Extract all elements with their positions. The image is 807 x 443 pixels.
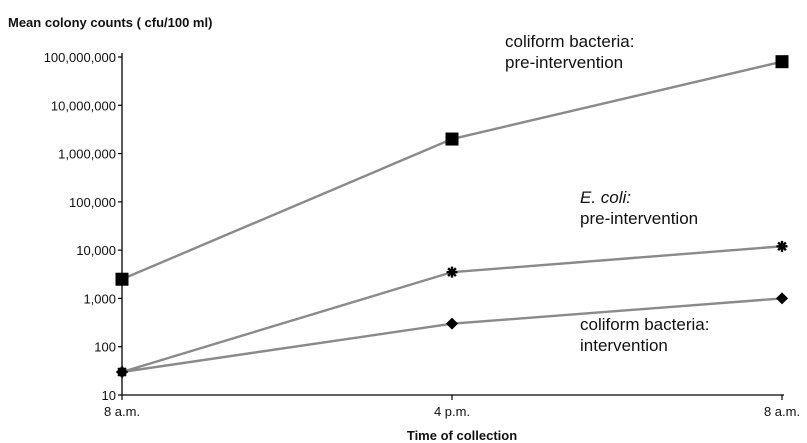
x-tick-label: 8 a.m. (764, 404, 800, 419)
y-axis-title: Mean colony counts ( cfu/100 ml) (8, 15, 212, 30)
y-tick-label: 10,000,000 (51, 98, 116, 113)
series-label: coliform bacteria: (505, 32, 634, 51)
y-tick-label: 1,000 (83, 291, 116, 306)
series-line (121, 60, 783, 281)
series-label: intervention (580, 336, 668, 355)
y-tick-label: 100 (94, 340, 116, 355)
x-axis-title: Time of collection (407, 428, 517, 443)
square-marker (445, 132, 459, 146)
square-marker (775, 55, 789, 69)
series-label: E. coli: (580, 188, 631, 207)
x-tick-label: 8 a.m. (104, 404, 140, 419)
y-axis: 10 100 1,000 10,000 100,000 1,000,000 10,000,0… (44, 50, 123, 403)
y-tick-label: 100,000 (69, 195, 116, 210)
diamond-marker (116, 365, 128, 378)
series-markers (115, 55, 789, 378)
series-label: pre-intervention (580, 209, 698, 228)
star-marker-center (449, 269, 455, 275)
y-tick-label: 100,000,000 (44, 50, 116, 65)
diamond-marker (446, 317, 458, 330)
series-line (121, 297, 783, 374)
series-label: coliform bacteria: (580, 315, 709, 334)
y-tick-label: 10,000 (76, 243, 116, 258)
star-marker-center (779, 243, 785, 249)
series-line (121, 245, 783, 374)
y-tick-label: 10 (102, 388, 116, 403)
series-label: pre-intervention (505, 53, 623, 72)
x-axis: 8 a.m. 4 p.m. 8 a.m. (104, 394, 800, 419)
series-labels: coliform bacteria: pre-intervention E. col… (505, 32, 709, 355)
x-tick-label: 4 p.m. (434, 404, 470, 419)
diamond-marker (776, 292, 788, 305)
y-tick-label: 1,000,000 (58, 147, 116, 162)
square-marker (115, 272, 129, 286)
